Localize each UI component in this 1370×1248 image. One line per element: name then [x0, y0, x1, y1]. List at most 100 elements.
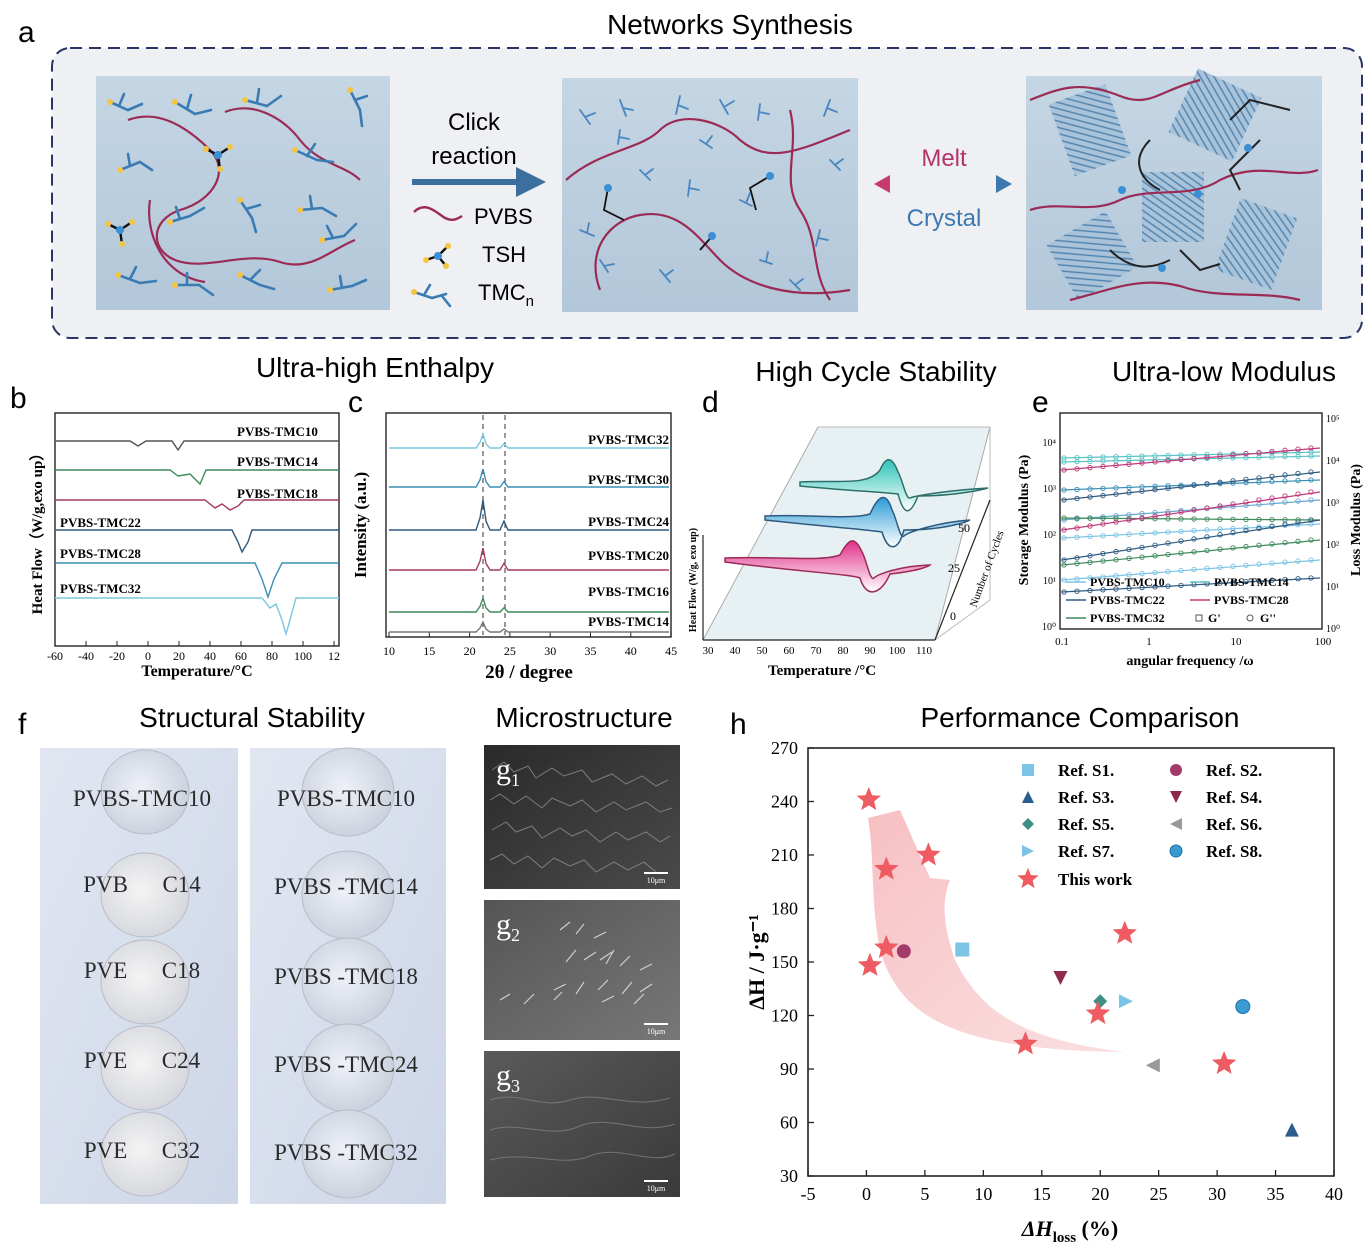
panel-e-modulus-marker: [1308, 489, 1314, 495]
panel-e-modulus-marker: [1243, 516, 1249, 523]
sem-label: g3: [496, 1059, 520, 1096]
panel-b-curve-label: PVBS-TMC28: [60, 546, 141, 561]
panel-b-xtick-label: -40: [78, 649, 94, 663]
sample-label-right: PVBS -TMC18: [274, 964, 418, 989]
panel-c-curve: [389, 431, 669, 449]
panel-e-modulus-marker: [1178, 528, 1184, 535]
panel-e-modulus-marker: [1113, 548, 1119, 555]
scatter-point-this-work: [1013, 1031, 1038, 1055]
panel-e-modulus-marker: [1256, 449, 1262, 456]
sample-label-left: PVB C14: [83, 872, 201, 897]
panel-c-curve: [389, 547, 669, 571]
panel-c-xlabel: 2θ / degree: [485, 662, 573, 683]
scale-bar-label: 10μm: [647, 1184, 666, 1193]
panel-e-modulus-marker: [1217, 532, 1223, 538]
pvbs-chains-2: [565, 109, 851, 301]
panel-e-xtick-label: 100: [1315, 636, 1332, 648]
panel-h-legend: Ref. S1. Ref. S2. Ref. S3. Ref. S4. Ref. S5.…: [1017, 761, 1262, 889]
panel-e-modulus-marker: [1100, 551, 1106, 557]
panel-e-modulus-marker: [1217, 546, 1223, 552]
panel-d-ztick-label: 25: [948, 561, 960, 575]
thiol-dots-1: [107, 87, 353, 293]
panel-e-modulus-marker: [1269, 517, 1275, 523]
panel-e-modulus-marker: [1165, 485, 1171, 491]
sample-label-right: PVBS -TMC24: [274, 1052, 418, 1077]
panel-e-modulus-marker: [1269, 577, 1275, 583]
scatter-point-ref-s8: [1235, 999, 1251, 1015]
panel-c-curve-label: PVBS-TMC16: [588, 584, 669, 599]
sem-label: g2: [496, 908, 520, 945]
panel-h-xtick-label: 35: [1267, 1184, 1285, 1204]
panel-e-modulus-marker: [1269, 560, 1275, 566]
lamellae: [1046, 68, 1298, 301]
panel-e-modulus-marker: [1191, 566, 1197, 573]
scatter-point-this-work: [1112, 920, 1137, 944]
panel-d-xtick-label: 70: [811, 645, 823, 657]
panel-e-ytick-right: 10²: [1326, 540, 1339, 551]
panel-b-xtick-label: 20: [173, 649, 185, 663]
panel-f: f Structural Stability PVBS-TMC10 PVB C14…: [18, 702, 446, 1204]
panel-e-modulus-marker: [1204, 547, 1210, 554]
panel-b-ylabel: Heat Flow（W/g,exo up）: [28, 446, 46, 615]
panel-b-curve-labels: PVBS-TMC10 PVBS-TMC14 PVBS-TMC18 PVBS-TMC22…: [60, 424, 318, 596]
panel-b-curve-label: PVBS-TMC22: [60, 515, 141, 530]
tsh-legend-icon: [423, 243, 451, 269]
panel-e-modulus-marker: [1061, 527, 1067, 533]
panel-e-modulus-marker: [1126, 546, 1132, 553]
panel-c-xtick-label: 20: [464, 644, 476, 658]
panel-h-letter: h: [730, 708, 747, 741]
legend-marker-icon: [1170, 818, 1182, 830]
panel-e-modulus-marker: [1282, 493, 1288, 499]
panel-b-curve: [55, 499, 339, 511]
panel-e-modulus-marker: [1113, 532, 1119, 538]
panel-e-ytick-left: 10⁰: [1042, 622, 1056, 633]
panel-e-modulus-marker: [1282, 453, 1288, 460]
panel-e-modulus-marker: [1204, 481, 1210, 487]
panel-e-modulus-marker: [1100, 485, 1106, 492]
panel-h-xlabel: ΔH: [1021, 1216, 1054, 1241]
panel-d-zticks: 50 25 0: [948, 521, 970, 623]
panel-b-curves: [55, 440, 339, 637]
sample-disc-left: [100, 939, 190, 1025]
legend-marker-icon: [1169, 844, 1183, 858]
sem-label-sub: 2: [511, 925, 520, 945]
panel-e-modulus-marker: [1243, 562, 1249, 568]
panel-e-modulus-marker: [1256, 542, 1262, 548]
panel-e-modulus-marker: [1061, 467, 1067, 473]
panel-f-sample-labels: PVBS-TMC10 PVB C14 PVE C18 PVE C24 PVE C32 PV…: [73, 786, 418, 1165]
legend-marker-icon: [1170, 791, 1182, 803]
panel-e-modulus-marker: [1100, 492, 1106, 499]
panel-e-modulus-marker: [1230, 579, 1236, 586]
panel-d-xtick-label: 80: [838, 645, 850, 657]
click-label-line1: Click: [448, 109, 501, 136]
panel-h-yticks: 270 240 210 180 150 120 90 60 30: [771, 738, 814, 1186]
panel-e-modulus-marker: [1100, 574, 1106, 580]
panel-e-heading: Ultra-low Modulus: [1112, 356, 1336, 387]
panel-c-xtick-label: 30: [544, 644, 556, 658]
legend-marker-icon: [1170, 764, 1182, 776]
panel-d-xtick-label: 40: [730, 645, 742, 657]
panel-e-modulus-marker: [1165, 583, 1171, 589]
panel-e-modulus-marker: [1165, 529, 1171, 535]
panel-e-modulus-marker: [1204, 565, 1210, 572]
panel-e-modulus-marker: [1100, 458, 1106, 464]
panel-b-curve: [55, 529, 339, 554]
panel-e-modulus-marker: [1269, 454, 1275, 460]
panel-e-modulus-marker: [1269, 500, 1275, 506]
panel-e-modulus-marker: [1243, 451, 1249, 457]
panel-e-modulus-marker: [1295, 519, 1301, 525]
panel-d-backwall: [818, 426, 991, 641]
panel-e-modulus-marker: [1256, 497, 1262, 503]
panel-d-xtick-label: 100: [889, 645, 906, 657]
tmc-legend-icon: [411, 283, 452, 308]
sem-label-letter: g: [496, 908, 511, 941]
panel-e-modulus-marker: [1230, 452, 1236, 458]
legend-marker-icon: [1022, 818, 1034, 830]
tmc-branches-2: [579, 95, 844, 291]
panel-c-xtick-label: 15: [423, 644, 435, 658]
panel-a: a Networks Synthesis: [18, 9, 1363, 387]
panel-c-curve-labels: PVBS-TMC32 PVBS-TMC30 PVBS-TMC24 PVBS-TMC20…: [588, 432, 669, 629]
panel-h-xtick-label: 10: [974, 1184, 992, 1204]
network-box: [562, 78, 858, 312]
